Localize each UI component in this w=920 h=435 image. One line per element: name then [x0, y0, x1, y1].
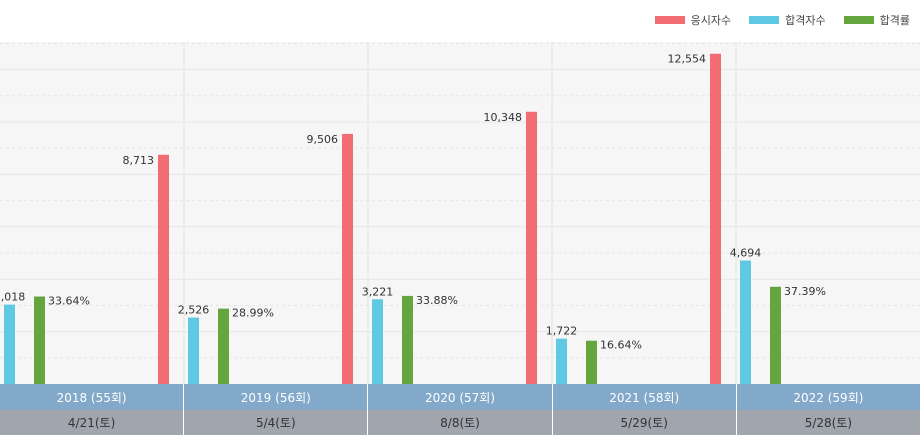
chart-legend: 응시자수 합격자수 합격률 [654, 10, 910, 30]
bar-rate-2 [402, 295, 413, 384]
bar-applicants-2 [342, 133, 353, 384]
year-cell-2020: 2020 (57회) [368, 384, 553, 410]
bar-passers-4 [740, 260, 751, 384]
legend-swatch-passers [749, 16, 780, 24]
bar-rate-3 [586, 340, 597, 384]
bar-applicants-4 [710, 53, 721, 384]
data-label-passers-1: 2,526 [178, 304, 210, 317]
bar-rate-1 [218, 308, 229, 384]
bar-passers-0 [4, 304, 15, 384]
bar-applicants-1 [158, 154, 169, 384]
legend-label-passers: 합격자수 [785, 14, 826, 27]
data-label-rate-4: 37.39% [784, 285, 826, 298]
year-cell-2022: 2022 (59회) [793, 390, 864, 405]
date-cell-2021: 5/29(토) [553, 410, 737, 435]
legend-label-applicants: 응시자수 [690, 14, 732, 27]
data-label-rate-0: 33.64% [48, 295, 90, 308]
year-cell-2021: 2021 (58회) [553, 384, 737, 410]
legend-item-passers: 합격자수 [749, 12, 826, 28]
data-label-applicants-2: 9,506 [307, 133, 339, 146]
bar-passers-3 [556, 338, 567, 384]
date-cell-2022: 5/28(토) [804, 416, 853, 430]
data-label-rate-1: 28.99% [232, 307, 274, 320]
bar-rate-4 [770, 286, 781, 384]
legend-swatch-applicants [654, 16, 685, 24]
legend-label-rate: 합격률 [879, 14, 910, 27]
plot-background [0, 42, 920, 384]
data-label-rate-3: 16.64% [600, 339, 642, 352]
bar-passers-2 [372, 299, 383, 384]
data-label-rate-2: 33.88% [416, 294, 458, 307]
year-cell-2018: 2018 (55회) [0, 384, 185, 410]
legend-item-applicants: 응시자수 [654, 12, 732, 28]
data-label-passers-3: 1,722 [546, 325, 578, 338]
data-label-applicants-1: 8,713 [123, 154, 155, 167]
bar-rate-0 [34, 296, 45, 384]
data-label-passers-4: 4,694 [730, 247, 762, 260]
legend-swatch-rate [843, 16, 874, 24]
date-cell-2020: 8/8(토) [368, 410, 553, 435]
date-row: 4/21(토) 5/4(토) 8/8(토) 5/29(토) 5/28(토) [0, 410, 920, 435]
bar-chart: 8,9718,7139,50610,34812,5543,0182,5263,2… [0, 42, 920, 384]
data-label-passers-2: 3,221 [362, 285, 394, 298]
date-cell-2018: 4/21(토) [0, 410, 185, 435]
bar-applicants-3 [526, 111, 537, 384]
data-label-passers-0: 3,018 [0, 291, 25, 304]
data-label-applicants-4: 12,554 [668, 53, 707, 66]
date-cell-2019: 5/4(토) [184, 410, 369, 435]
legend-item-rate: 합격률 [843, 12, 910, 28]
bar-passers-1 [188, 317, 199, 384]
data-label-applicants-3: 10,348 [484, 111, 523, 124]
year-cell-2019: 2019 (56회) [184, 384, 369, 410]
year-row: 2018 (55회) 2019 (56회) 2020 (57회) 2021 (5… [0, 384, 920, 410]
